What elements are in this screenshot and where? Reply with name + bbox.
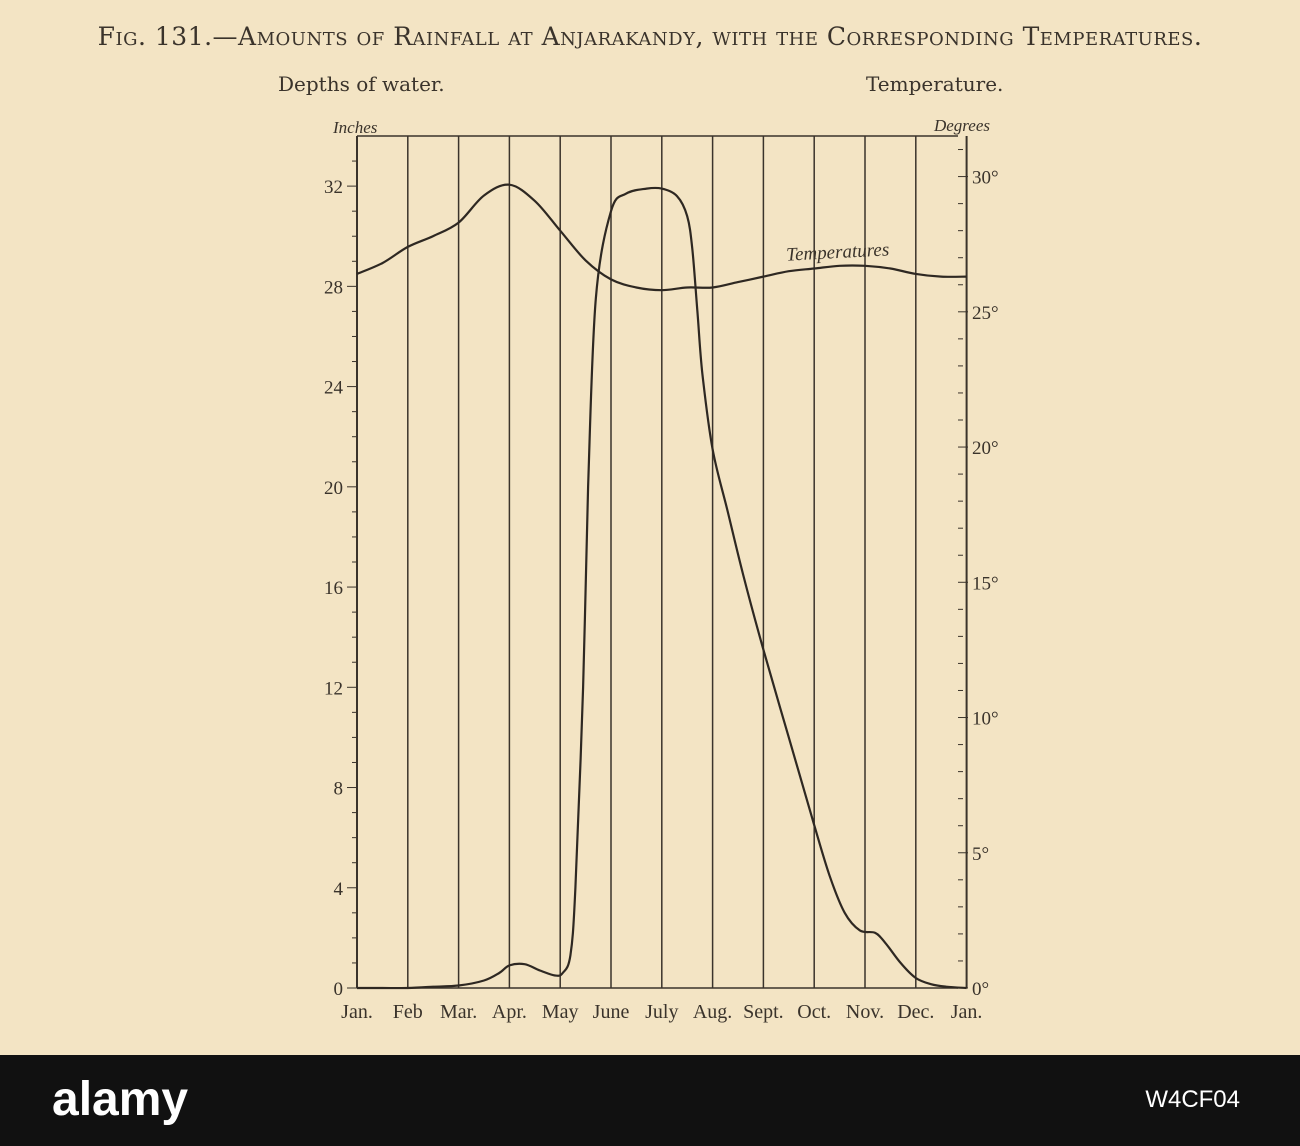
left-axis-tick-label: 20 [324,478,343,499]
figure-title: Fig. 131.—Amounts of Rainfall at Anjarak… [97,22,1203,51]
temperatures-annotation: Temperatures [786,239,890,265]
right-axis-title: Temperature. [866,72,1004,96]
month-tick-label: May [542,1001,579,1023]
month-tick-label: July [645,1001,678,1023]
month-tick-label: Apr. [492,1001,527,1023]
month-tick-label: Nov. [846,1001,884,1023]
left-axis-tick-label: 28 [324,277,343,298]
right-axis-tick-label: 5° [972,844,989,865]
left-axis-tick-label: 0 [334,979,344,1000]
rainfall-series-line [357,186,967,990]
temperatures-series-line [356,183,967,292]
left-axis-tick-label: 12 [324,678,343,699]
right-axis-unit-label: Degrees [933,116,990,135]
right-axis-tick-label: 25° [972,303,999,324]
left-axis-title: Depths of water. [278,72,445,96]
right-axis-tick-label: 10° [972,709,999,730]
right-axis-tick-label: 20° [972,438,999,459]
left-axis-tick-label: 24 [324,378,344,399]
watermark-logo: alamy [52,1073,189,1126]
stock-image-id: W4CF04 [1145,1086,1240,1113]
month-tick-label: Jan. [341,1001,373,1023]
right-axis-tick-label: 30° [972,168,999,189]
left-axis-tick-label: 4 [334,879,344,900]
month-tick-label: Jan. [951,1001,983,1023]
month-tick-label: Dec. [897,1001,934,1023]
left-axis-tick-label: 16 [324,578,343,599]
month-tick-label: Mar. [440,1001,477,1023]
left-axis-tick-label: 8 [334,779,344,800]
month-tick-label: Aug. [693,1001,732,1023]
right-axis-tick-label: 0° [972,979,989,1000]
month-tick-label: Oct. [797,1001,831,1023]
right-axis-tick-label: 15° [972,573,999,594]
month-tick-label: Sept. [743,1001,784,1023]
month-tick-label: Feb [393,1001,423,1023]
stock-footer-bar [0,1055,1300,1146]
month-tick-label: June [593,1001,630,1023]
left-axis-tick-label: 32 [324,177,343,198]
left-axis-unit-label: Inches [332,118,378,137]
